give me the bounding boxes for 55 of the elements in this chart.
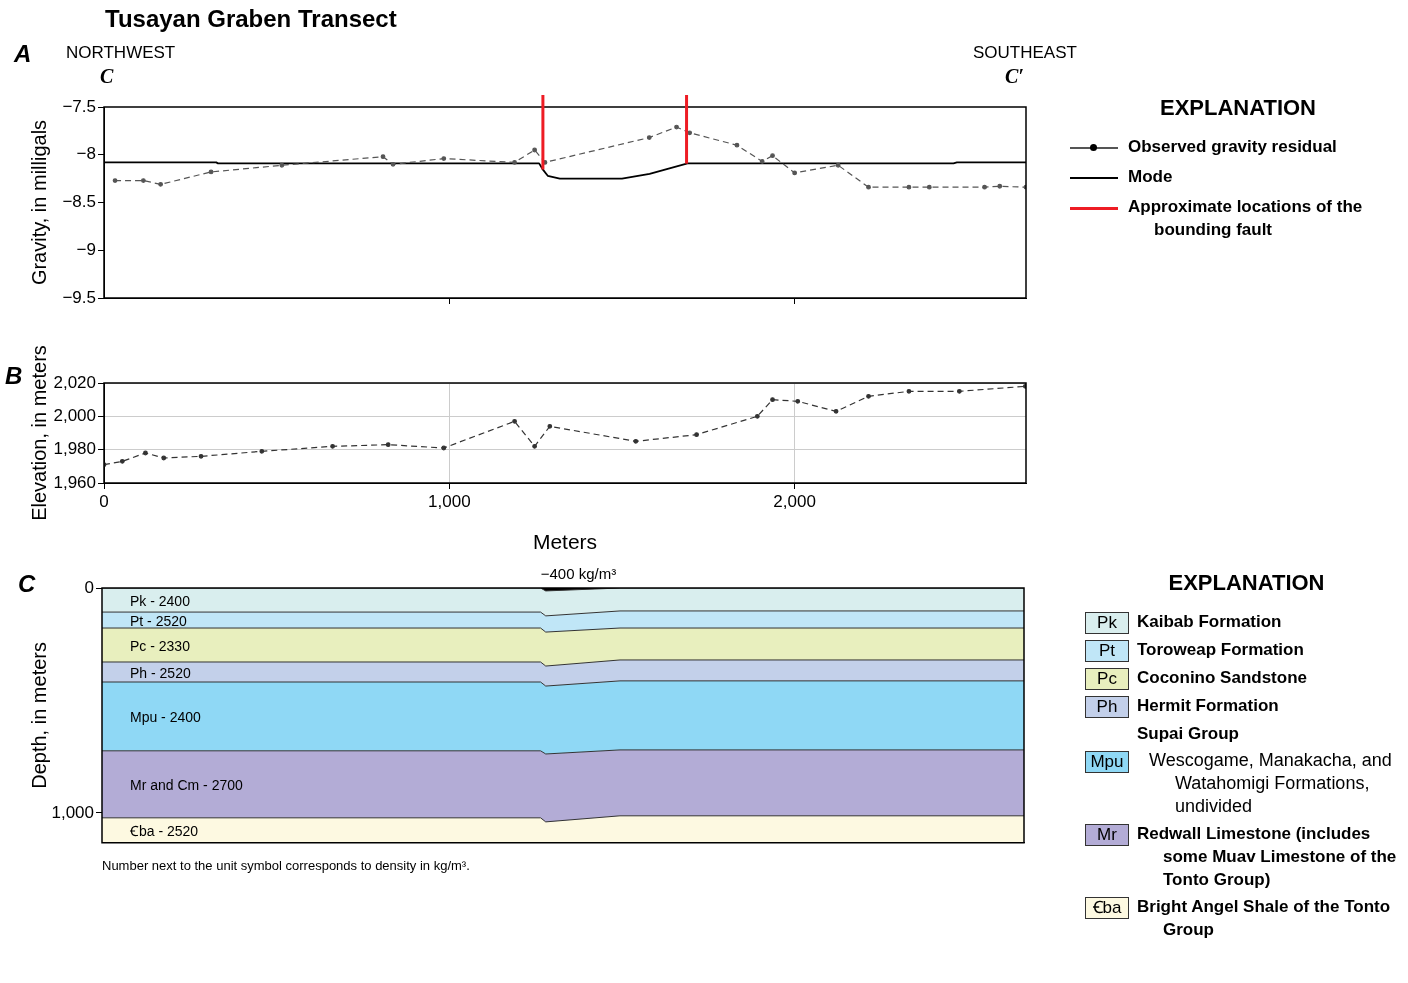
legend-title: EXPLANATION xyxy=(1167,570,1326,596)
series-label: Mr and Cm - 2700 xyxy=(130,777,244,794)
series-label: −400 kg/m³ xyxy=(540,565,617,583)
text: A xyxy=(14,40,32,68)
x-tick-label: 1,000 xyxy=(428,491,471,511)
series-label: Pk - 2400 xyxy=(130,592,191,609)
y-tick-label: 2,020 xyxy=(53,372,96,392)
y-tick-label: −7.5 xyxy=(62,96,96,116)
text: Mpu xyxy=(1085,751,1129,773)
legend-label: Observed gravity residual xyxy=(1128,136,1337,158)
text: Pt xyxy=(1085,640,1129,662)
y-tick-label: −9 xyxy=(76,239,96,259)
series-label: Pc - 2330 xyxy=(130,637,191,654)
text: Kaibab Formation xyxy=(1137,611,1282,633)
text: Ꞓba xyxy=(1085,897,1129,919)
legend-label: Approximate locations of the bounding fault xyxy=(1128,196,1364,241)
y-axis-title: Gravity, in milligals xyxy=(27,119,50,286)
series-label: Pt - 2520 xyxy=(130,612,188,629)
legend-label: Mode xyxy=(1128,166,1173,188)
text: Number next to the unit symbol corresponds to density in kg/m³. xyxy=(102,858,470,873)
text: C xyxy=(18,570,36,598)
y-tick-label: 1,960 xyxy=(53,472,96,492)
chart-title: Tusayan Graben Transect xyxy=(105,5,397,33)
text: Bright Angel Shale of the Tonto Group xyxy=(1137,896,1392,941)
y-axis-title: Elevation, in meters xyxy=(27,345,50,521)
y-tick-label: −9.5 xyxy=(62,287,96,307)
text: Ph xyxy=(1085,696,1129,718)
y-tick-label: 1,000 xyxy=(51,802,94,822)
y-tick-label: 0 xyxy=(84,577,94,597)
y-tick-label: 2,000 xyxy=(53,406,96,426)
text: NORTHWEST xyxy=(66,43,176,63)
x-tick-label: 0 xyxy=(99,491,109,511)
text: Mr xyxy=(1085,824,1129,846)
text: Redwall Limestone (includes some Muav Limestone of the Tonto Group) xyxy=(1137,823,1398,891)
x-tick-label: 2,000 xyxy=(773,491,816,511)
text: C xyxy=(100,65,114,88)
text: C′ xyxy=(1005,65,1024,88)
text: Pc xyxy=(1085,668,1129,690)
text: Hermit Formation xyxy=(1137,695,1279,717)
legend-title: EXPLANATION xyxy=(1158,95,1317,121)
text: SOUTHEAST xyxy=(973,43,1077,63)
text: Coconino Sandstone xyxy=(1137,667,1307,689)
text: Pk xyxy=(1085,612,1129,634)
text: Supai Group xyxy=(1137,723,1239,745)
series-label: Ph - 2520 xyxy=(130,664,191,681)
y-tick-label: 1,980 xyxy=(53,439,96,459)
series-label: Ꞓba - 2520 xyxy=(129,823,199,840)
series-label: Mpu - 2400 xyxy=(130,709,202,726)
text: Toroweap Formation xyxy=(1137,639,1304,661)
y-axis-title: Depth, in meters xyxy=(27,642,50,789)
y-tick-label: −8.5 xyxy=(62,192,96,212)
y-tick-label: −8 xyxy=(76,144,96,164)
x-axis-title: Meters xyxy=(532,530,598,554)
text: Wescogame, Manakacha, and Watahomigi Formations, undivided xyxy=(1149,749,1393,818)
text: B xyxy=(5,362,23,390)
